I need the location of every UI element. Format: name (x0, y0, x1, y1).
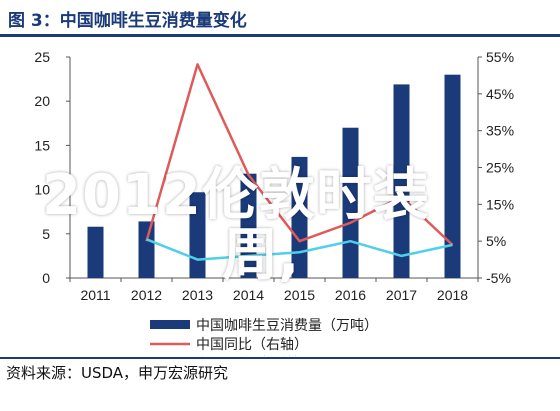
x-tick-label: 2018 (437, 287, 468, 303)
right-tick-label: 25% (486, 160, 514, 176)
x-tick-label: 2017 (386, 287, 417, 303)
legend-label: 世界同比（右轴） (196, 355, 308, 356)
left-tick-label: 15 (34, 137, 50, 153)
right-tick-label: 5% (486, 233, 506, 249)
left-tick-label: 25 (34, 49, 50, 65)
x-tick-label: 2016 (335, 287, 366, 303)
source-note: 资料来源：USDA，申万宏源研究 (6, 364, 229, 382)
left-tick-label: 10 (34, 182, 50, 198)
footer-rule (0, 357, 560, 359)
x-tick-label: 2012 (131, 287, 162, 303)
legend-label: 中国咖啡生豆消费量（万吨） (196, 317, 378, 333)
legend-label: 中国同比（右轴） (196, 336, 308, 352)
title-rule (0, 34, 560, 37)
right-tick-label: 35% (486, 123, 514, 139)
bar (444, 74, 461, 279)
bar (87, 226, 104, 278)
x-tick-label: 2014 (233, 287, 264, 303)
bar (240, 173, 257, 278)
right-tick-label: 15% (486, 196, 514, 212)
left-tick-label: 0 (42, 270, 50, 286)
world-yoy-line (146, 238, 453, 261)
x-tick-label: 2013 (182, 287, 213, 303)
x-tick-label: 2011 (80, 287, 110, 303)
right-tick-label: 55% (486, 49, 514, 65)
bar (291, 156, 308, 278)
bar (393, 84, 410, 279)
left-tick-label: 5 (42, 226, 50, 242)
legend-swatch-bar (150, 320, 190, 329)
chart-title: 图 3：中国咖啡生豆消费量变化 (8, 11, 247, 31)
bar (138, 221, 155, 278)
chart: 0 5 10 15 20 25 -5% 5% 15% 25% 35% 45% 55% 2011 2012 20… (34, 49, 514, 356)
right-tick-label: 45% (486, 86, 514, 102)
china-yoy-line (145, 63, 454, 246)
right-tick-label: -5% (486, 270, 511, 286)
bar (342, 127, 359, 278)
left-tick-label: 20 (34, 93, 50, 109)
x-tick-label: 2015 (284, 287, 315, 303)
bar (189, 192, 206, 278)
title-bar: 图 3：中国咖啡生豆消费量变化 (0, 0, 560, 34)
